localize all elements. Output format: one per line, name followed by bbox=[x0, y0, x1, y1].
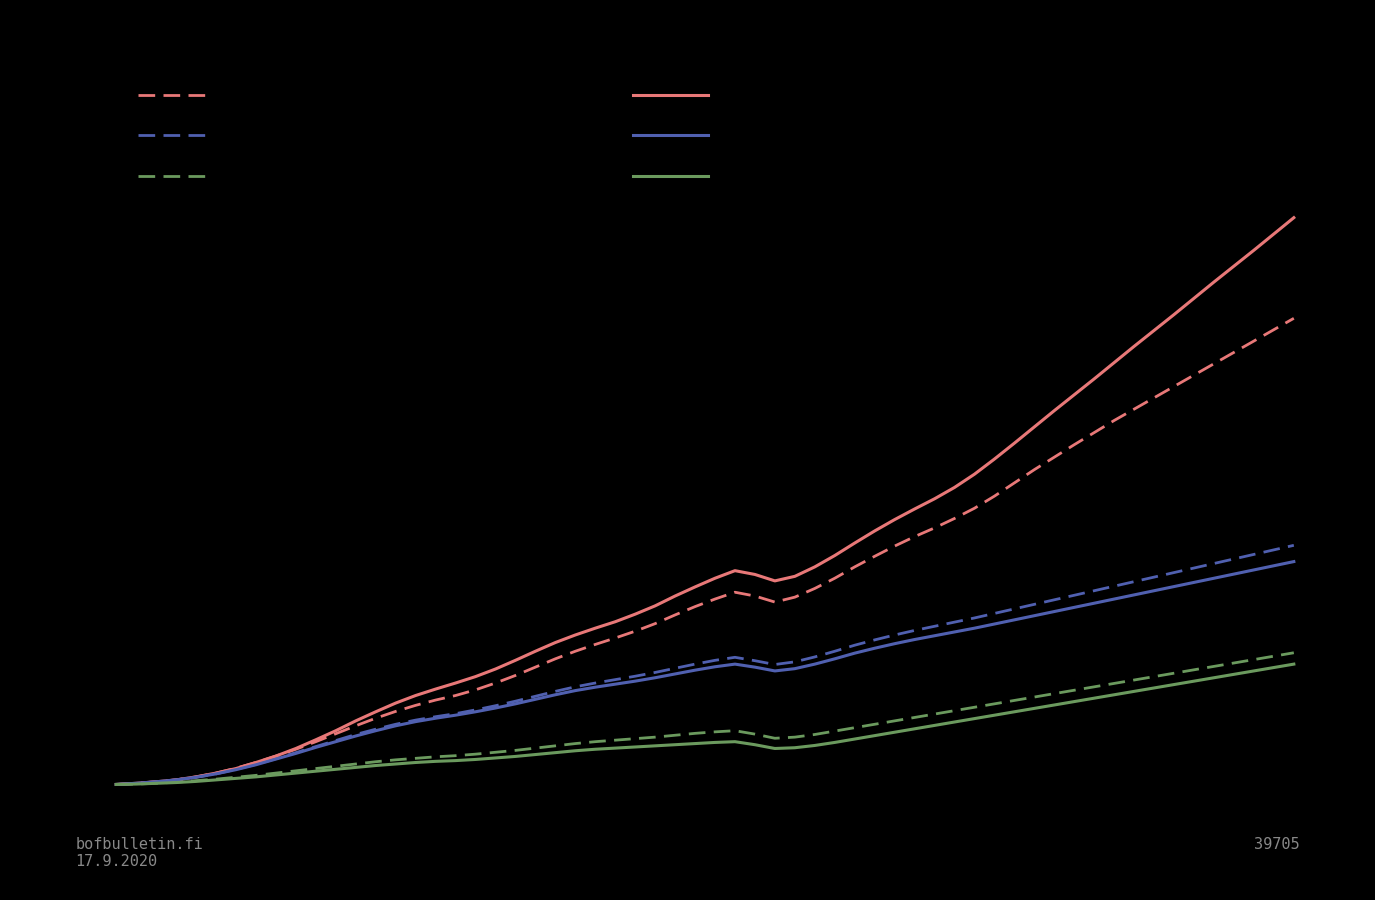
Text: bofbulletin.fi
17.9.2020: bofbulletin.fi 17.9.2020 bbox=[76, 837, 204, 869]
Text: 39705: 39705 bbox=[1254, 837, 1299, 852]
